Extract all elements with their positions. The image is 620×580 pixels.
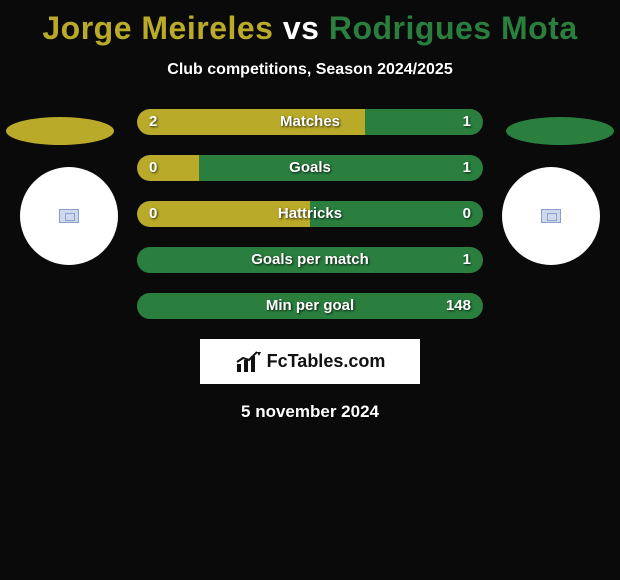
stat-label: Matches — [137, 109, 483, 135]
team-ellipse-left — [6, 117, 114, 145]
page-title: Jorge Meireles vs Rodrigues Mota — [0, 0, 620, 47]
stat-row: 01Goals — [137, 155, 483, 181]
date-label: 5 november 2024 — [0, 402, 620, 422]
flag-icon — [541, 209, 561, 223]
brand-chart-icon — [235, 350, 263, 374]
player2-name: Rodrigues Mota — [329, 10, 578, 46]
flag-icon — [59, 209, 79, 223]
stat-row: 1Goals per match — [137, 247, 483, 273]
stat-row: 148Min per goal — [137, 293, 483, 319]
brand-text: FcTables.com — [267, 351, 386, 372]
stat-row: 00Hattricks — [137, 201, 483, 227]
team-badge-right — [502, 167, 600, 265]
stat-row: 21Matches — [137, 109, 483, 135]
stat-label: Goals per match — [137, 247, 483, 273]
team-ellipse-right — [506, 117, 614, 145]
stat-label: Hattricks — [137, 201, 483, 227]
team-badge-left — [20, 167, 118, 265]
brand-badge: FcTables.com — [200, 339, 420, 384]
comparison-bars: 21Matches 01Goals 00Hattricks 1Goals per ma… — [137, 109, 483, 319]
stat-label: Goals — [137, 155, 483, 181]
subtitle: Club competitions, Season 2024/2025 — [0, 61, 620, 79]
stat-label: Min per goal — [137, 293, 483, 319]
player1-name: Jorge Meireles — [42, 10, 273, 46]
vs-label: vs — [283, 10, 320, 46]
